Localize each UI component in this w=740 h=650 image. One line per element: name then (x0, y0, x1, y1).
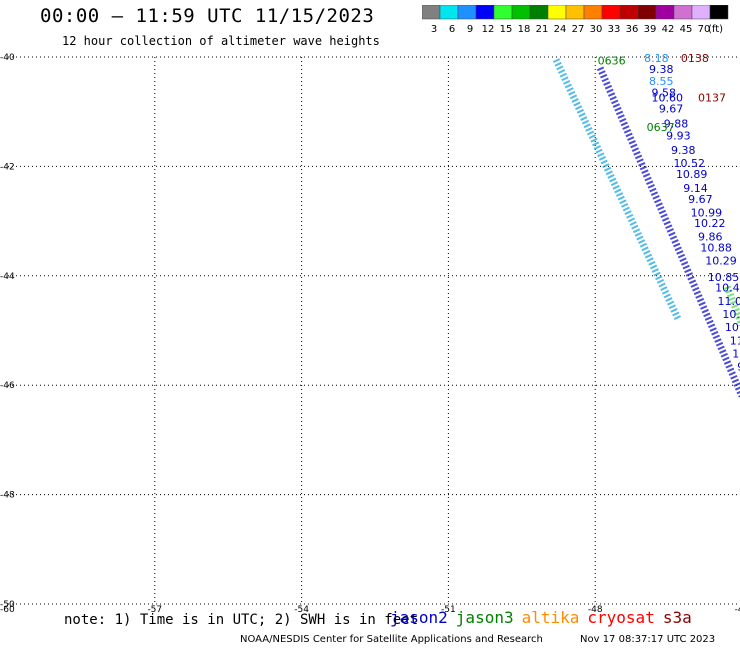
legend-label: 21 (536, 24, 549, 35)
legend-label: 70 (698, 24, 711, 35)
wave-height-label: 10.47 (715, 282, 740, 295)
wave-height-label: 10.29 (705, 254, 737, 267)
legend-label: 12 (482, 24, 495, 35)
mission-label: jason2 (390, 608, 448, 627)
wave-height-label: 9.58 (651, 86, 676, 99)
wave-height-label: 10.83 (725, 321, 740, 334)
wave-height-label: 9.38 (649, 63, 674, 76)
legend-label: 15 (500, 24, 513, 35)
mission-label: cryosat (587, 608, 655, 627)
legend-unit: (ft) (708, 24, 723, 35)
wave-height-label: 10.88 (700, 241, 732, 254)
legend-swatch (709, 5, 729, 20)
legend-label: 3 (431, 24, 437, 35)
wave-height-label: 9.38 (671, 144, 696, 157)
longitude-label: -45 (735, 605, 740, 612)
footer-note: note: 1) Time is in UTC; 2) SWH is in fe… (64, 612, 419, 628)
page-title: 00:00 – 11:59 UTC 11/15/2023 (40, 5, 375, 27)
legend-label: 36 (626, 24, 639, 35)
latitude-label: -50 (0, 600, 15, 610)
wave-height-label: 10.60 (651, 91, 683, 104)
wave-height-label: 0637 (647, 121, 675, 134)
wave-height-label: 9.67 (688, 193, 713, 206)
color-legend: 3 6 9 12 15 18 21 24 27 30 33 36 39 42 45 70(ft) (422, 5, 729, 35)
wave-height-label: 9.67 (659, 102, 684, 115)
latitude-label: -46 (0, 381, 15, 391)
longitude-label: -51 (441, 605, 456, 612)
latitude-label: -40 (0, 53, 15, 63)
legend-label: 27 (572, 24, 585, 35)
legend-label: 42 (662, 24, 675, 35)
wave-height-label: 0138 (681, 52, 709, 65)
legend-label: 6 (449, 24, 455, 35)
mission-legend: jason2 jason3 altika cryosat s3a (390, 608, 700, 627)
wave-height-label: 9.93 (666, 130, 691, 143)
latitude-label: -44 (0, 272, 15, 282)
wave-height-label: 10.8 (732, 347, 740, 360)
legend-label: 24 (554, 24, 567, 35)
wave-height-label: 10.52 (673, 157, 705, 170)
longitude-label: -48 (588, 605, 603, 612)
jason2-track (596, 66, 740, 398)
wave-height-label: 10.85 (708, 271, 740, 284)
mission-label: s3a (662, 608, 692, 627)
wave-height-label: 8.18 (644, 52, 669, 65)
legend-label: 18 (518, 24, 531, 35)
wave-height-label: 10.22 (694, 217, 726, 230)
wave-height-label: 10.99 (691, 206, 723, 219)
wave-height-label: 10.19 (722, 308, 740, 321)
wave-height-label: 9.14 (683, 182, 708, 195)
wave-height-label: 9.8 (737, 361, 740, 374)
legend-label: 30 (590, 24, 603, 35)
longitude-label: -54 (294, 605, 309, 612)
legend-label: 9 (467, 24, 473, 35)
wave-height-label: 11.96 (730, 334, 740, 347)
generated-timestamp: Nov 17 08:37:17 UTC 2023 (580, 634, 716, 645)
wave-height-label: 9.88 (664, 118, 689, 131)
corner-longitude-label: -60 (0, 605, 15, 612)
wave-height-label: 11.08 (718, 295, 740, 308)
legend-label: 45 (680, 24, 693, 35)
s3a-track (724, 285, 740, 327)
latitude-label: -42 (0, 162, 15, 172)
latitude-label: -48 (0, 491, 15, 501)
longitude-label: -57 (147, 605, 162, 612)
wave-height-label: 10.89 (676, 168, 708, 181)
wave-height-label: 0636 (598, 55, 626, 68)
page-subtitle: 12 hour collection of altimeter wave hei… (62, 34, 380, 48)
wave-height-label: 8.55 (649, 75, 674, 88)
wave-height-label: 0137 (698, 91, 726, 104)
mission-label: altika (521, 608, 580, 627)
wave-height-label: 9.86 (698, 230, 723, 243)
legend-label: 39 (644, 24, 657, 35)
credit-line: NOAA/NESDIS Center for Satellite Applica… (240, 634, 543, 645)
legend-label: 33 (608, 24, 621, 35)
wave-height-map: -57 -54 -51 -48 -45 -40 -42 -44 -46 -48 -50-60 9.38… (0, 52, 740, 612)
mission-label: jason3 (455, 608, 514, 627)
